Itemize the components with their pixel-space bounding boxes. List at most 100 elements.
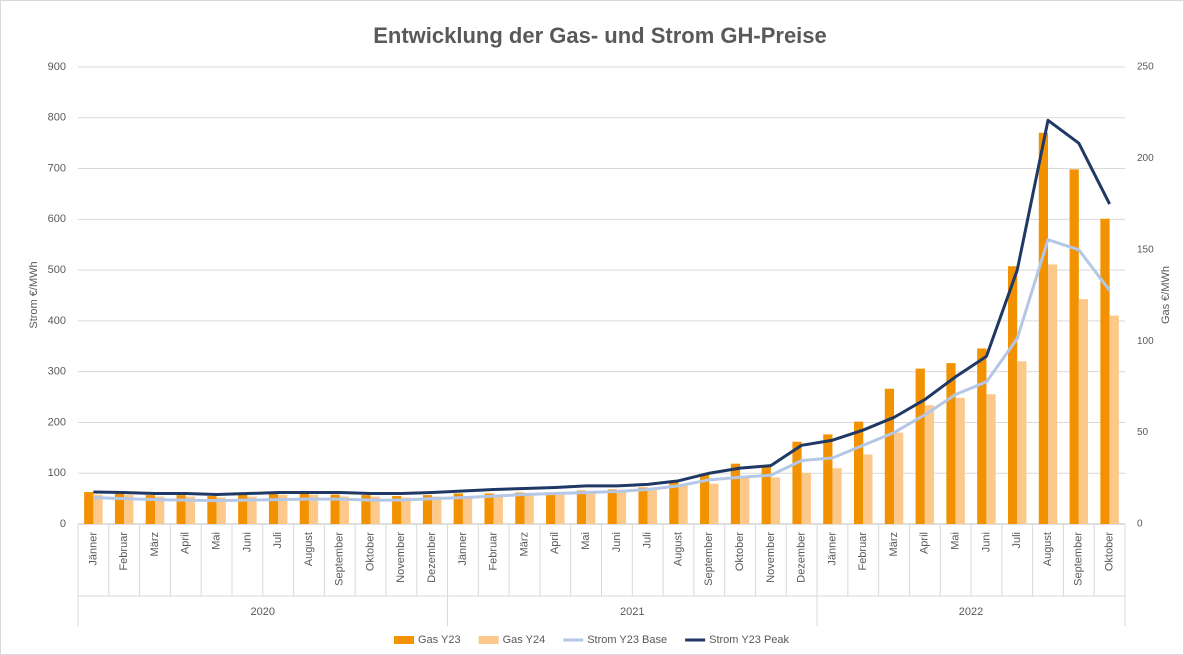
y2-tick-label: 100 [1137,336,1154,347]
y2-tick-label: 200 [1137,153,1154,164]
bar [330,494,340,524]
legend-label: Strom Y23 Base [587,634,667,646]
y-tick-label: 400 [48,315,66,327]
x-tick-label: August [672,532,684,566]
bar [1100,218,1110,524]
x-tick-label: September [334,532,346,586]
line [93,238,1111,503]
bar [339,496,349,524]
bar [576,490,587,524]
x-tick-label: Juli [272,532,284,549]
bar [832,468,842,524]
bar [854,421,864,524]
bar [678,485,688,524]
bar [370,496,380,524]
y-tick-label: 300 [48,366,66,378]
bar [884,388,895,524]
x-tick-label: Juli [642,532,654,549]
x-tick-label: März [149,532,161,556]
x-tick-label: Jänner [457,532,469,566]
bar [924,405,935,524]
group-label: 2020 [251,606,275,618]
y2-tick-label: 250 [1137,62,1154,73]
y-tick-label: 700 [48,162,66,174]
x-tick-label: Mai [210,532,222,550]
bar [462,496,473,524]
bar [114,493,125,524]
x-tick-label: September [1073,532,1085,586]
x-tick-label: März [888,532,900,556]
bar [216,497,226,524]
bar [238,494,248,524]
x-tick-label: Dezember [426,532,438,583]
bar [1069,169,1079,525]
bar [555,494,565,524]
x-tick-label: Februar [857,532,869,571]
bar [1109,315,1119,524]
y-tick-label: 100 [48,467,66,479]
x-tick-label: November [395,532,407,583]
legend-label: Gas Y24 [503,634,546,646]
bar [770,477,781,524]
y-tick-label: 500 [48,264,66,276]
bar [894,432,904,524]
line [93,118,1111,497]
bar [638,487,648,524]
bar [946,363,956,524]
x-tick-label: Februar [118,532,130,571]
y2-tick-label: 50 [1137,427,1149,438]
x-tick-label: September [703,532,715,586]
y-tick-label: 900 [48,61,66,73]
bar [761,465,771,524]
bar [1078,299,1089,524]
bar [247,496,257,524]
bar [1007,266,1018,524]
x-tick-label: April [549,532,561,554]
bar [616,492,627,524]
bar [709,483,719,524]
bar [93,494,103,524]
bar [299,493,309,524]
bar [392,496,402,524]
x-tick-label: April [919,532,931,554]
bar [154,496,165,524]
bar [176,495,186,524]
bar [361,495,371,524]
x-tick-label: November [765,532,777,583]
bar [801,472,811,524]
bar [515,492,525,524]
chart-title: Entwicklung der Gas- und Strom GH-Preise [373,23,827,48]
x-tick-label: Juni [980,532,992,552]
y-tick-label: 0 [60,518,66,530]
bar [700,474,710,524]
bar [268,493,279,524]
bar [278,494,288,524]
x-tick-label: März [518,532,530,556]
bar [145,495,155,524]
x-tick-label: Dezember [796,532,808,583]
bar [607,489,617,524]
group-label: 2021 [620,606,644,618]
group-label: 2022 [959,606,983,618]
legend-label: Gas Y23 [418,634,461,646]
bar [185,496,196,524]
y-axis-label: Strom €/MWh [28,261,40,328]
y2-tick-label: 0 [1137,519,1143,530]
x-tick-label: Jänner [87,532,99,566]
bar [124,494,134,524]
bar [1038,132,1049,525]
bar [586,492,596,524]
bar [207,496,217,524]
bar [84,492,94,524]
x-tick-label: April [180,532,192,554]
x-tick-label: August [303,532,315,566]
bar [493,496,503,524]
bar [308,494,319,524]
y-tick-label: 200 [48,416,66,428]
x-tick-label: Juni [241,532,253,552]
bar [1017,361,1027,524]
bar [546,493,556,524]
x-tick-label: Juli [1011,532,1023,549]
